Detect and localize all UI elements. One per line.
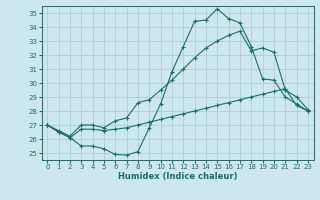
X-axis label: Humidex (Indice chaleur): Humidex (Indice chaleur) [118,172,237,181]
